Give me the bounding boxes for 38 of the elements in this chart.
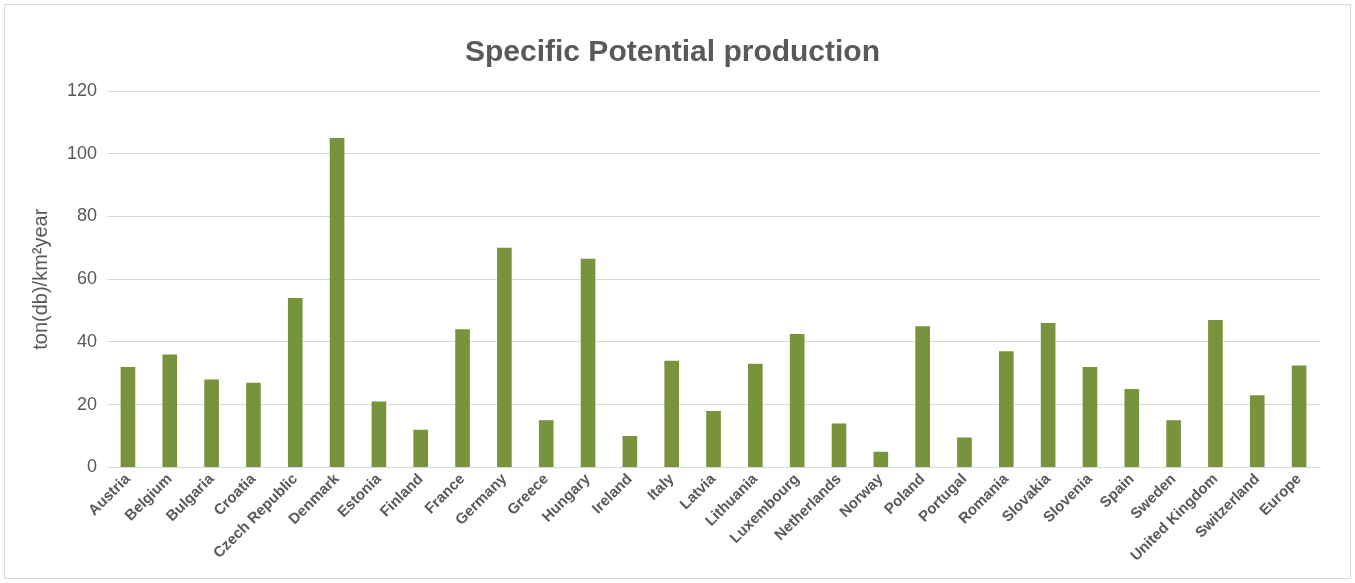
bar — [162, 354, 178, 467]
bar — [664, 360, 680, 467]
bar — [831, 423, 847, 467]
bar — [1208, 319, 1223, 467]
bar — [789, 334, 805, 467]
bar — [1124, 388, 1140, 467]
bar — [998, 351, 1014, 467]
bar — [204, 379, 219, 467]
bar — [957, 437, 972, 467]
y-tick-label: 100 — [66, 142, 98, 163]
bar — [915, 326, 930, 467]
bar — [246, 382, 261, 467]
bar — [1249, 395, 1265, 467]
bar — [706, 410, 721, 467]
y-axis-title: ton(db)/km²year — [28, 208, 51, 350]
chart-title: Specific Potential production — [464, 34, 881, 68]
bar — [622, 436, 638, 467]
bar — [371, 401, 387, 467]
bar — [1291, 365, 1307, 467]
bar — [580, 258, 596, 467]
bar — [873, 451, 889, 467]
bar — [413, 429, 429, 467]
bar — [538, 420, 554, 467]
y-tick-label: 80 — [77, 205, 98, 226]
bar — [1040, 323, 1056, 467]
y-tick-label: 40 — [77, 330, 98, 351]
bar — [748, 363, 763, 467]
y-tick-label: 60 — [77, 268, 98, 289]
bar — [497, 247, 512, 467]
bar — [329, 138, 345, 467]
y-tick-label: 120 — [66, 79, 98, 100]
bar — [1166, 420, 1181, 467]
bar — [120, 367, 136, 467]
bar — [1082, 367, 1098, 467]
y-tick-label: 20 — [77, 393, 98, 414]
bar — [287, 298, 303, 467]
bar — [455, 329, 470, 467]
y-tick-label: 0 — [87, 456, 98, 477]
